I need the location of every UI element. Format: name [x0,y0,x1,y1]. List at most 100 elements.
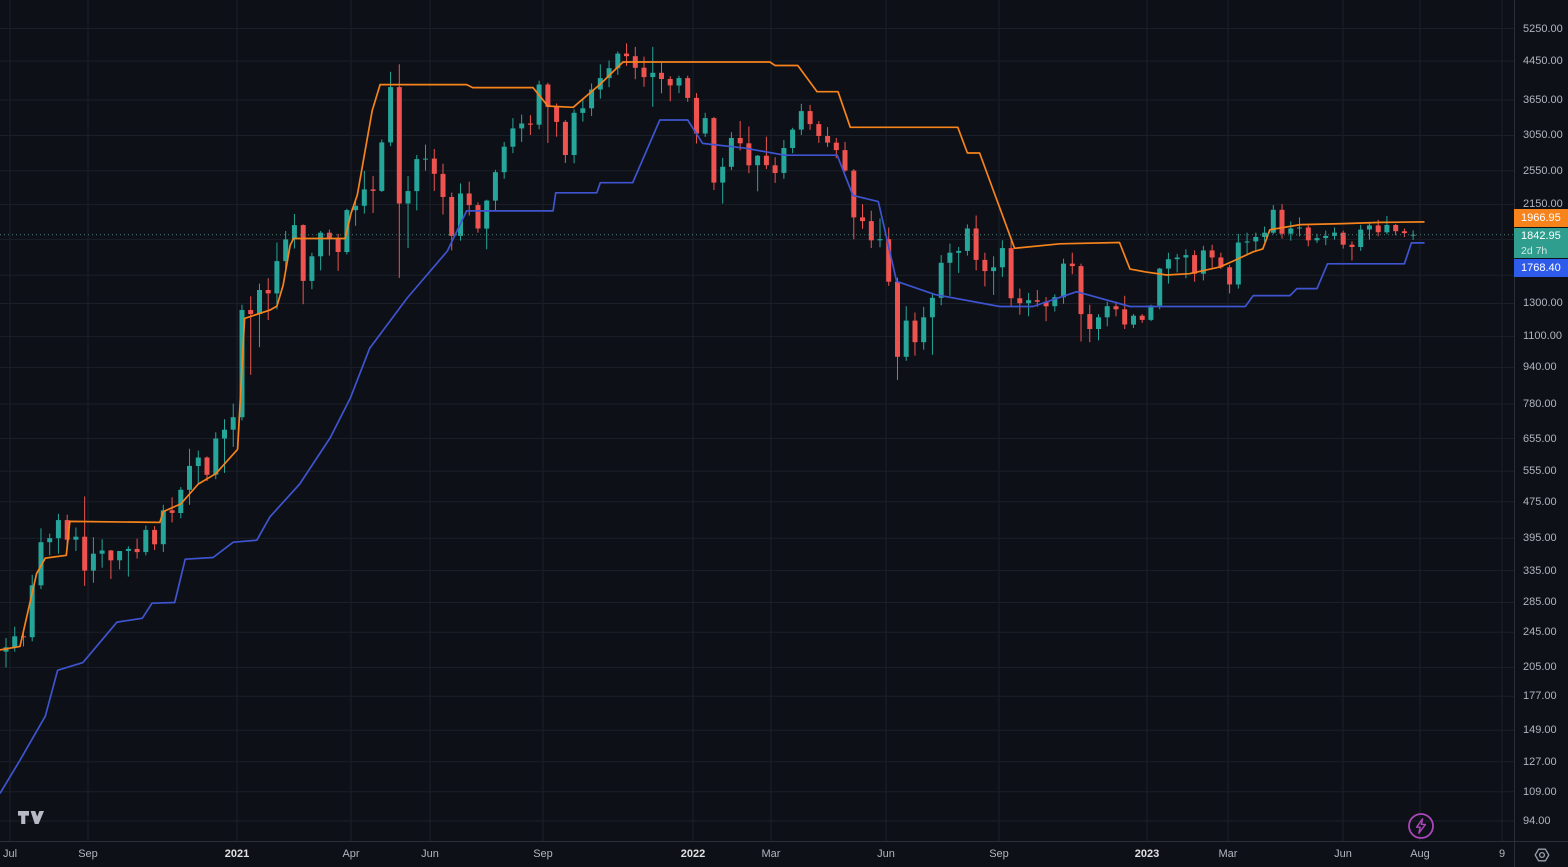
price-axis-label: 285.00 [1523,596,1557,608]
candle-body [169,510,175,513]
candle-body [1069,263,1075,267]
candle-body [21,636,26,638]
candle-body [274,261,280,294]
candle-body [929,297,935,318]
candle-body [589,89,595,109]
candle-body [606,68,612,79]
candle-body [248,310,254,315]
candle-body [877,239,883,241]
candle-body [1061,263,1066,298]
candle-body [798,111,804,130]
candle-body [1358,229,1364,247]
candle-body [1078,266,1084,315]
candle-body [947,252,953,263]
price-axis-label: 3650.00 [1523,94,1563,106]
candle-body [1131,315,1136,325]
time-axis-label: 2022 [680,848,706,860]
candle-body [440,173,446,197]
time-axis-label: Jun [1334,848,1352,860]
candle-body [912,320,918,343]
candle-body [423,158,428,160]
candle-body [1096,317,1101,329]
candle-body [1323,235,1329,239]
candle-body [720,166,726,183]
candle-body [1332,232,1337,236]
candle-body [29,585,35,638]
candle-body [746,143,752,166]
candle-body [886,239,892,282]
candle-body [1200,250,1206,274]
candle-body [388,87,394,143]
candle-body [1340,232,1346,245]
candle-body [510,128,516,147]
candle-body [1087,314,1093,329]
upper-band-line [0,61,1425,651]
candle-body [178,489,184,513]
candle-body [527,123,533,125]
time-axis-label: Jun [421,848,439,860]
candle-body [851,170,857,218]
candle-body [1288,228,1294,234]
candle-body [903,320,909,357]
candle-body [728,138,734,167]
candle-body [1279,209,1285,234]
candle-body [283,239,289,262]
candle-body [624,53,629,57]
candle-body [938,262,944,298]
candle-body [694,97,699,134]
candle-body [38,542,44,586]
candle-body [1270,209,1276,233]
candle-body [291,225,297,240]
price-axis-label: 5250.00 [1523,23,1563,35]
candle-body [405,191,411,204]
time-axis-label: Mar [1218,848,1238,860]
price-axis-label: 2150.00 [1523,198,1563,210]
tradingview-logo[interactable] [18,811,44,826]
time-axis[interactable]: Jul Sep 2021 Apr Jun Sep 2022 Mar Jun Sep 2023 Mar J… [0,841,1514,867]
candle-body [265,290,271,294]
candle-body [326,232,332,239]
price-axis-label: 127.00 [1523,756,1557,768]
time-axis-label: Jun [877,848,895,860]
candle-body [1148,305,1154,320]
candle-body [309,256,315,281]
candle-body [1410,234,1416,236]
candle-body [492,172,498,201]
candle-body [1305,227,1311,241]
candlestick-chart-canvas[interactable] [0,0,1514,841]
lower-band-line [0,119,1425,795]
candle-body [300,225,306,281]
candle-body [1384,225,1390,233]
upper-band-price-label: 1966.95 [1514,209,1568,227]
candle-body [108,550,114,561]
price-axis-label: 149.00 [1523,724,1557,736]
candle-body [1104,306,1110,318]
candle-body [134,548,140,553]
lightning-bolt-icon[interactable] [1406,811,1436,841]
candle-body [213,438,219,475]
candle-body [536,84,542,125]
candle-body [1393,225,1399,232]
candle-body [1192,255,1198,274]
price-axis-label: 1300.00 [1523,297,1563,309]
candle-body [999,248,1005,268]
candle-body [921,317,927,343]
candle-body [1174,257,1180,260]
candle-body [659,72,664,79]
candle-body [117,551,123,561]
candle-body [807,111,813,125]
candle-body [554,106,560,122]
candle-body [868,221,874,241]
axis-settings-button[interactable] [1514,841,1568,867]
candle-body [82,536,88,571]
candle-body [956,250,962,253]
candle-body [414,159,420,192]
candle-body [562,121,568,155]
candle-body [379,142,385,191]
price-axis[interactable]: 1966.95 1842.95 2d 7h 1768.40 5250.00 445… [1514,0,1568,841]
candle-body [1209,250,1215,258]
candle-body [1297,227,1302,229]
candle-body [842,150,848,171]
last-price-value: 1842.95 [1521,230,1561,242]
